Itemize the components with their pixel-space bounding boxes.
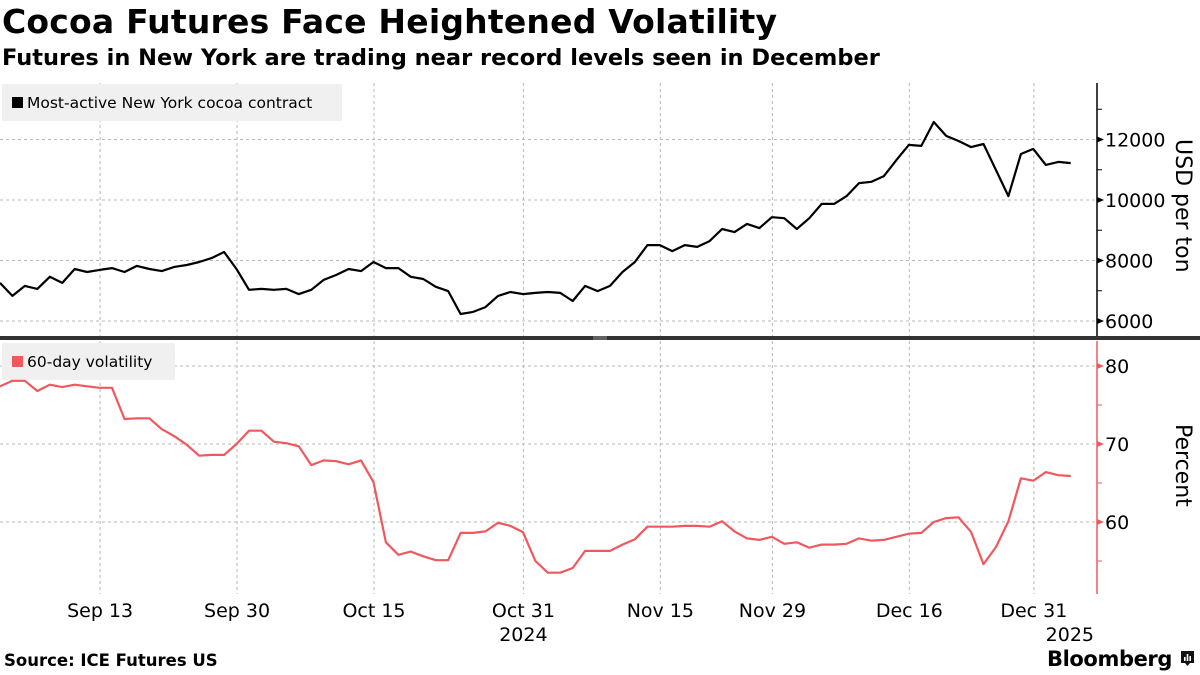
series-layer: [0, 120, 1071, 574]
y-tick-marker: [1097, 519, 1104, 525]
y-tick-marker: [1097, 318, 1104, 324]
y-tick-marker: [1097, 363, 1104, 369]
source-note: Source: ICE Futures US: [4, 651, 218, 670]
y-tick-marker: [1097, 441, 1104, 447]
y-tick-label: 10000: [1105, 190, 1165, 212]
panel-divider[interactable]: [0, 336, 1200, 340]
x-tick-label: Dec 31: [1000, 600, 1067, 622]
x-tick-label: Nov 29: [739, 600, 806, 622]
x-tick-label: Dec 16: [876, 600, 943, 622]
legend-volatility-bg: [2, 343, 175, 380]
volatility-series-line: [0, 379, 1071, 574]
x-tick-year-label: 2025: [1046, 624, 1094, 646]
x-tick-label: Sep 13: [67, 600, 133, 622]
legend-price-bg: [2, 84, 342, 121]
chart-title: Cocoa Futures Face Heightened Volatility: [2, 2, 778, 41]
y-tick-label: 12000: [1105, 130, 1165, 152]
grid-layer: [0, 83, 1097, 594]
legend-volatility-label: 60-day volatility: [27, 353, 152, 371]
legend-volatility-swatch: [12, 356, 23, 367]
legend-price-swatch: [12, 97, 23, 108]
y-tick-marker: [1097, 197, 1104, 203]
legend-price-label: Most-active New York cocoa contract: [27, 94, 312, 112]
y-tick-label: 8000: [1105, 251, 1153, 273]
chart-subtitle: Futures in New York are trading near rec…: [2, 45, 880, 71]
y-tick-label: 70: [1105, 434, 1129, 456]
y-tick-marker: [1097, 257, 1104, 264]
x-tick-label: Oct 31: [492, 600, 555, 622]
x-tick-year-label: 2024: [499, 624, 547, 646]
x-tick-label: Nov 15: [627, 600, 694, 622]
y-tick-label: 6000: [1105, 311, 1153, 333]
bloomberg-logo: Bloomberg: [1047, 647, 1173, 671]
y-tick-marker: [1097, 136, 1104, 143]
price-series-line: [0, 120, 1071, 316]
x-tick-label: Sep 30: [204, 600, 270, 622]
x-tick-label: Oct 15: [342, 600, 405, 622]
y-axis-title-price: USD per ton: [1170, 139, 1195, 273]
y-tick-label: 60: [1105, 512, 1129, 534]
bloomberg-chart-icon: [1181, 651, 1194, 666]
y-axis-title-volatility: Percent: [1170, 424, 1195, 507]
legend-price: Most-active New York cocoa contract: [2, 84, 342, 121]
panel-divider-handle[interactable]: [593, 336, 607, 340]
legend-volatility: 60-day volatility: [2, 343, 175, 380]
axis-layer: 6000 8000 10000 12000 60 70 80: [1096, 83, 1165, 594]
y-tick-label: 80: [1105, 356, 1129, 378]
